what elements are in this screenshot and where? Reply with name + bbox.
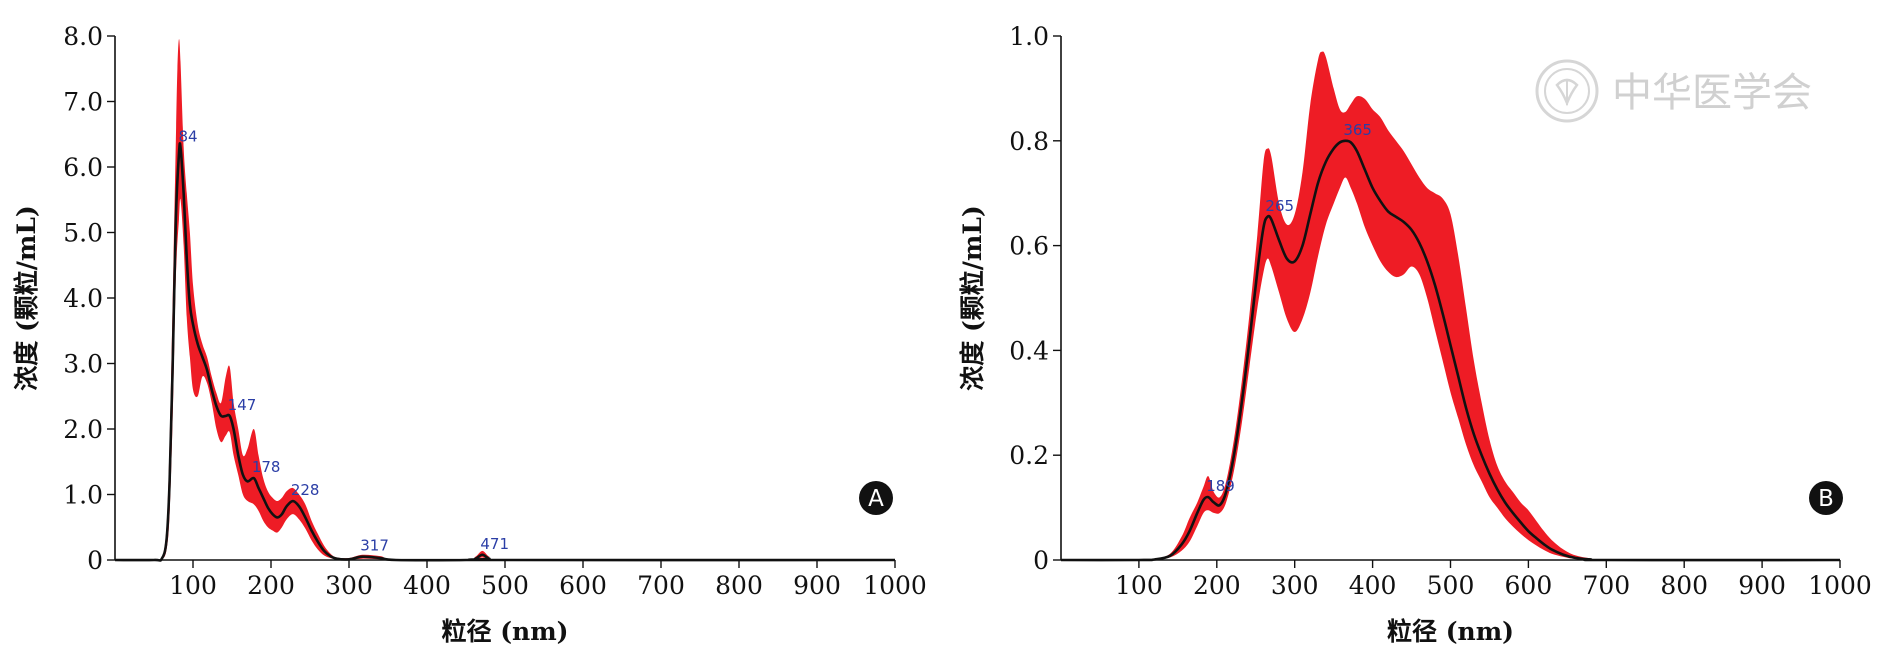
panel-badge — [1809, 481, 1843, 515]
y-tick-label: 0 — [87, 546, 103, 575]
panel-letter: A — [868, 486, 884, 512]
peak-label: 265 — [1265, 197, 1294, 215]
x-tick-label: 500 — [481, 571, 529, 600]
x-tick-label: 300 — [325, 571, 373, 600]
y-tick-label: 1.0 — [1009, 22, 1049, 51]
mean-curve — [1060, 139, 1841, 562]
x-tick-label: 100 — [169, 571, 217, 600]
y-tick-label: 0.2 — [1009, 441, 1049, 470]
peak-label: 317 — [360, 537, 389, 555]
x-axis-title: 粒径 (nm) — [1387, 617, 1514, 646]
x-tick-label: 1000 — [863, 571, 927, 600]
x-tick-label: 100 — [1115, 571, 1163, 600]
y-tick-label: 6.0 — [63, 153, 103, 182]
chart-panel-b: 0 0.2 0.4 0.6 0.8 1.0 100 200 300 400 500 600 700 800… — [958, 22, 1872, 646]
peak-label: 178 — [252, 458, 281, 476]
x-tick-label: 600 — [559, 571, 607, 600]
peak-label: 365 — [1343, 121, 1372, 139]
y-tick-label: 3.0 — [63, 350, 103, 379]
x-tick-label: 400 — [1349, 571, 1397, 600]
y-tick-label: 0.6 — [1009, 232, 1049, 261]
peak-label: 147 — [228, 396, 257, 414]
x-tick-label: 800 — [715, 571, 763, 600]
x-tick-label: 800 — [1660, 571, 1708, 600]
x-tick-label: 200 — [247, 571, 295, 600]
y-tick-label: 0 — [1033, 546, 1049, 575]
y-tick-label: 0.4 — [1009, 336, 1049, 365]
x-tick-label: 700 — [637, 571, 685, 600]
y-axis-title: 浓度 (颗粒/mL) — [12, 205, 41, 391]
y-tick-label: 4.0 — [63, 284, 103, 313]
error-band-area — [1061, 51, 1840, 561]
x-tick-label: 1000 — [1808, 571, 1872, 600]
y-tick-label: 0.8 — [1009, 127, 1049, 156]
y-tick-label: 7.0 — [63, 88, 103, 117]
chart-panel-a: 0 1.0 2.0 3.0 4.0 5.0 6.0 7.0 8.0 100 200 300 400 500… — [12, 22, 927, 646]
peak-label: 228 — [291, 481, 320, 499]
x-axis-title: 粒径 (nm) — [442, 617, 569, 646]
y-tick-label: 5.0 — [63, 219, 103, 248]
panel-letter: B — [1818, 486, 1834, 512]
x-tick-label: 600 — [1505, 571, 1553, 600]
peak-label: 189 — [1206, 477, 1235, 495]
error-band-area — [115, 39, 895, 561]
watermark-text: 中华医学会 — [1612, 70, 1812, 116]
x-tick-label: 500 — [1427, 571, 1475, 600]
panel-badge — [859, 481, 893, 515]
society-seal-icon — [1535, 59, 1599, 123]
watermark: 中华医学会 — [1535, 59, 1812, 123]
y-axis-title: 浓度 (颗粒/mL) — [958, 205, 987, 391]
peak-label: 84 — [179, 127, 198, 145]
mean-curve — [114, 142, 896, 562]
y-tick-label: 1.0 — [63, 481, 103, 510]
x-tick-label: 200 — [1193, 571, 1241, 600]
x-tick-label: 900 — [793, 571, 841, 600]
x-tick-label: 700 — [1582, 571, 1630, 600]
y-tick-label: 8.0 — [63, 22, 103, 51]
x-tick-label: 400 — [403, 571, 451, 600]
peak-label: 471 — [480, 535, 509, 553]
x-tick-label: 300 — [1271, 571, 1319, 600]
x-tick-label: 900 — [1738, 571, 1786, 600]
y-tick-label: 2.0 — [63, 415, 103, 444]
